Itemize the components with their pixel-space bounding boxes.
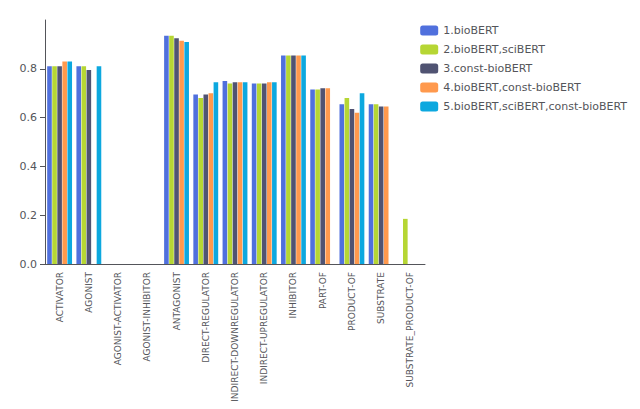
svg-text:INHIBITOR: INHIBITOR bbox=[288, 272, 298, 318]
svg-text:4.bioBERT,const-bioBERT: 4.bioBERT,const-bioBERT bbox=[443, 81, 581, 94]
svg-text:INDIRECT-DOWNREGULATOR: INDIRECT-DOWNREGULATOR bbox=[230, 272, 240, 402]
svg-text:AGONIST-INHIBITOR: AGONIST-INHIBITOR bbox=[142, 272, 152, 362]
svg-text:AGONIST: AGONIST bbox=[84, 272, 94, 313]
svg-text:ANTAGONIST: ANTAGONIST bbox=[172, 271, 182, 330]
svg-text:0.6: 0.6 bbox=[20, 111, 38, 124]
svg-text:PART-OF: PART-OF bbox=[318, 272, 328, 309]
svg-text:ACTIVATOR: ACTIVATOR bbox=[55, 272, 65, 322]
svg-text:AGONIST-ACTIVATOR: AGONIST-ACTIVATOR bbox=[113, 272, 123, 365]
svg-text:0.8: 0.8 bbox=[20, 62, 38, 75]
svg-text:1.bioBERT: 1.bioBERT bbox=[443, 24, 499, 37]
svg-text:DIRECT-REGULATOR: DIRECT-REGULATOR bbox=[201, 272, 211, 363]
svg-text:5.bioBERT,sciBERT,const-bioBER: 5.bioBERT,sciBERT,const-bioBERT bbox=[443, 100, 627, 113]
svg-text:2.bioBERT,sciBERT: 2.bioBERT,sciBERT bbox=[443, 43, 545, 56]
svg-text:3.const-bioBERT: 3.const-bioBERT bbox=[443, 62, 532, 75]
svg-text:SUBSTRATE: SUBSTRATE bbox=[376, 272, 386, 324]
svg-text:SUBSTRATE_PRODUCT-OF: SUBSTRATE_PRODUCT-OF bbox=[405, 272, 415, 388]
svg-text:PRODUCT-OF: PRODUCT-OF bbox=[347, 272, 357, 331]
svg-text:0.2: 0.2 bbox=[20, 209, 38, 222]
svg-text:INDIRECT-UPREGULATOR: INDIRECT-UPREGULATOR bbox=[259, 272, 269, 384]
svg-text:0.0: 0.0 bbox=[20, 258, 38, 271]
svg-text:0.4: 0.4 bbox=[20, 160, 38, 173]
